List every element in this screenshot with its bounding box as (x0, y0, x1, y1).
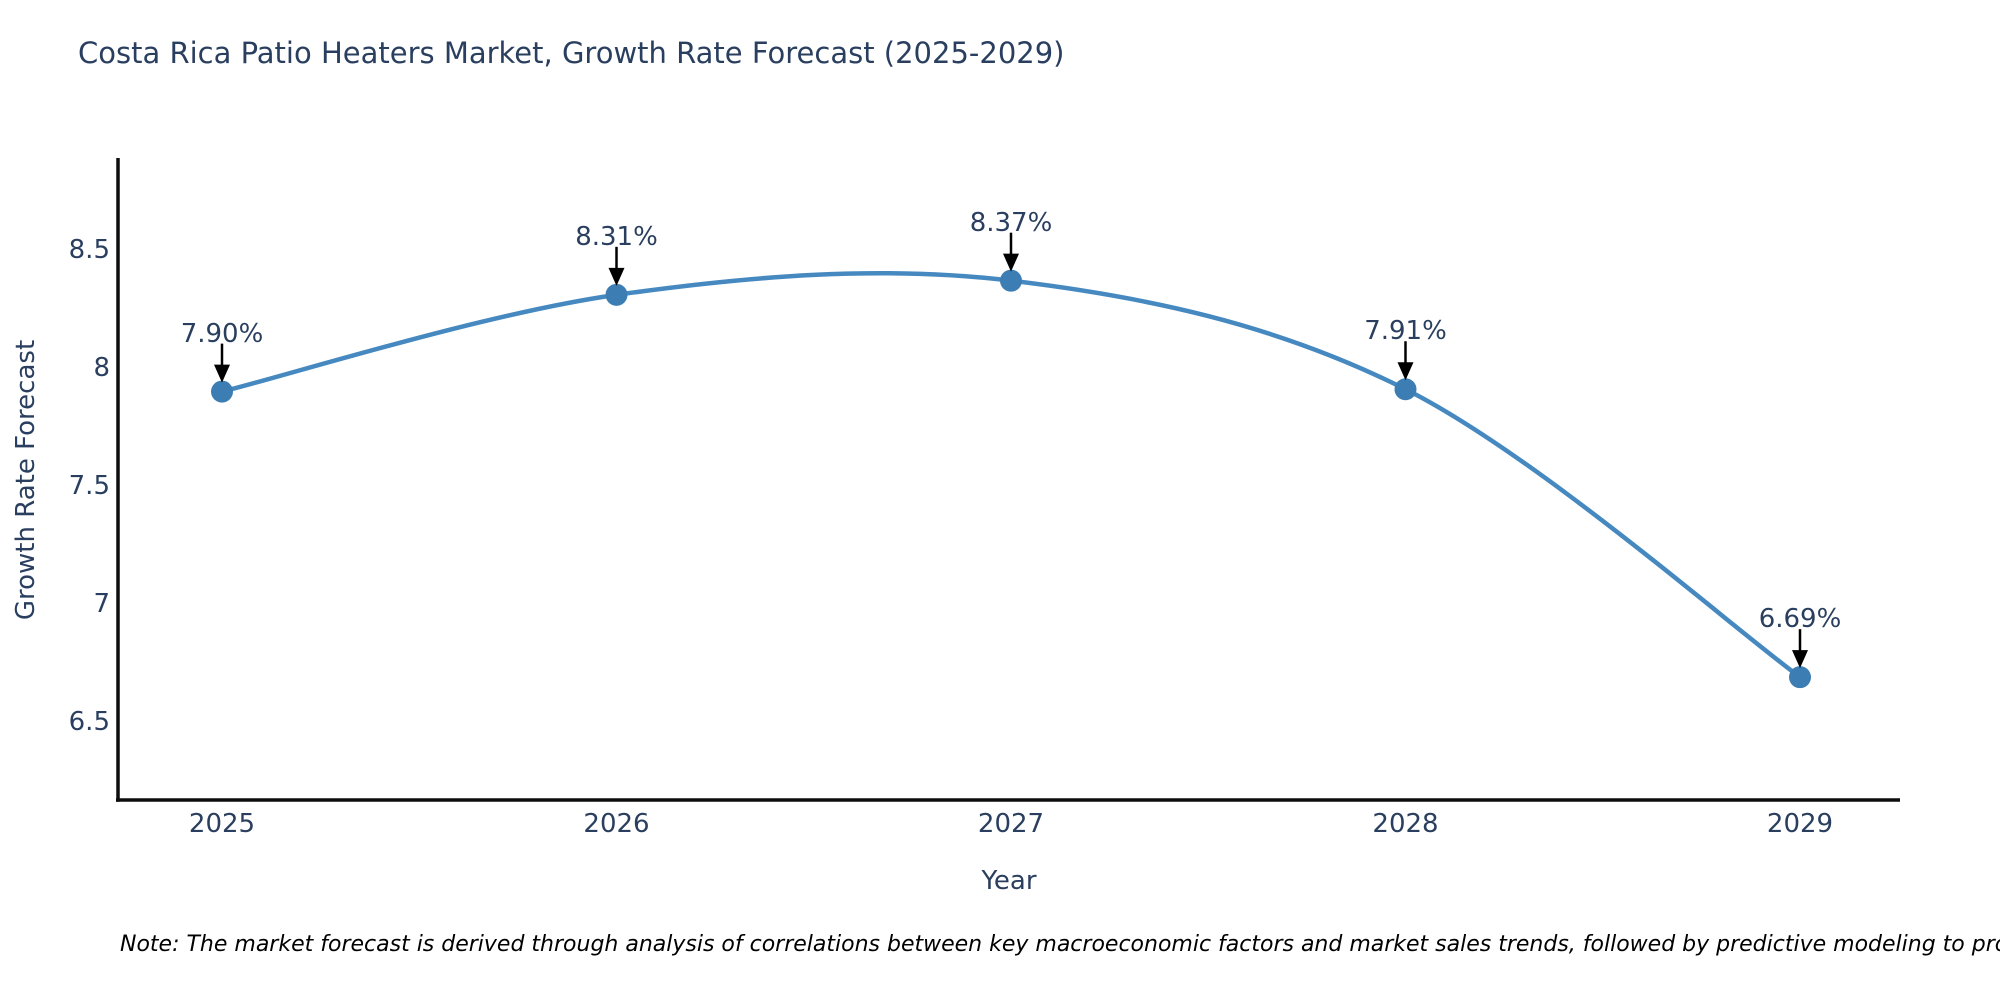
annotation-arrow-head (214, 364, 230, 383)
annotation-arrow-head (1003, 253, 1019, 272)
trend-line (219, 271, 1803, 680)
footnote: Note: The market forecast is derived thr… (120, 932, 2000, 957)
annotation-arrow-head (1792, 650, 1808, 669)
chart-title: Costa Rica Patio Heaters Market, Growth … (78, 36, 1065, 70)
data-point-marker (1394, 378, 1417, 401)
data-point-marker (1789, 666, 1811, 689)
data-point-marker (1000, 269, 1022, 292)
annotation-arrow-head (608, 267, 625, 286)
data-point-marker (211, 380, 233, 403)
annotation-arrow-head (1397, 362, 1414, 381)
x-axis-title: Year (981, 866, 1037, 896)
data-point-marker (605, 283, 628, 306)
